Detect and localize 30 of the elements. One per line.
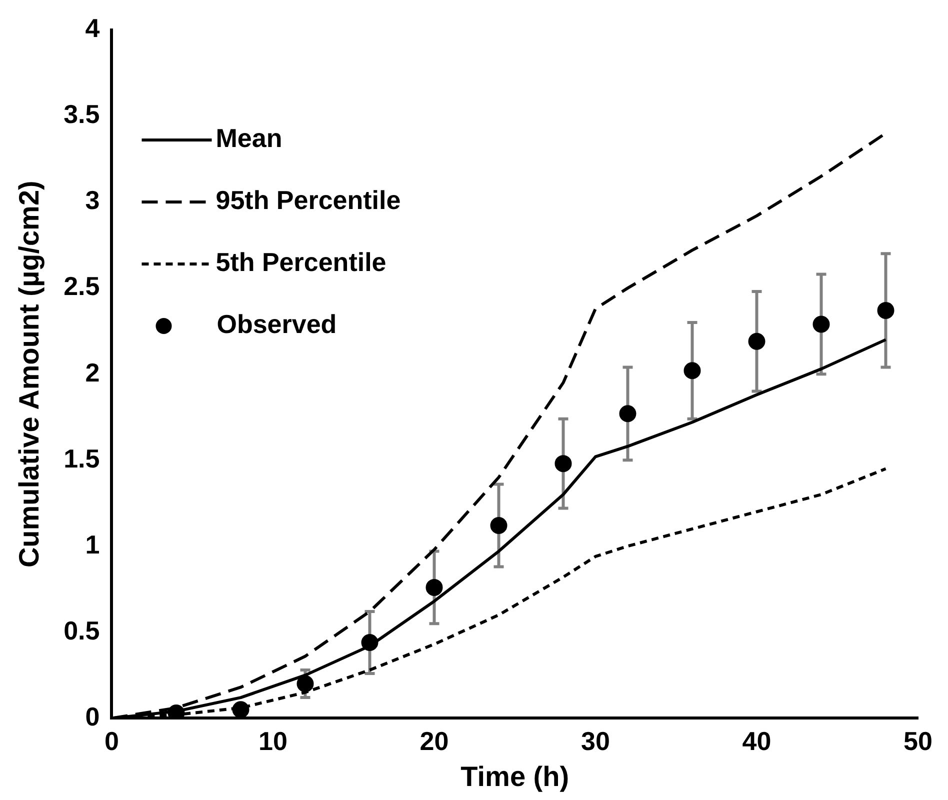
y-tick-label: 3.5 [64, 99, 100, 130]
x-tick-label: 50 [904, 726, 932, 756]
x-axis-title: Time (h) [460, 760, 570, 792]
x-tick-label: 10 [258, 726, 288, 756]
y-tick-label: 0.5 [64, 615, 100, 646]
legend-label: 95th Percentile [216, 185, 401, 216]
y-tick-label: 0 [85, 701, 100, 732]
point [554, 455, 572, 472]
y-tick-label: 2 [85, 357, 100, 388]
point [426, 578, 443, 596]
point [748, 332, 766, 350]
y-tick-label: 3 [85, 185, 100, 216]
legend-label: Mean [216, 123, 282, 154]
legend-label: 5th Percentile [216, 247, 386, 278]
point [490, 517, 508, 534]
y-tick-label: 2.5 [64, 271, 100, 302]
point [812, 316, 830, 333]
x-tick-label: 0 [104, 726, 119, 756]
y-axis-title: Cumulative Amount (µg/cm2) [14, 180, 45, 568]
point [877, 302, 894, 319]
y-tick-label: 1.5 [64, 443, 100, 474]
point [684, 362, 701, 380]
legend-label: Observed [216, 309, 337, 340]
y-tick-label: 1 [85, 529, 100, 560]
x-tick-label: 40 [742, 726, 772, 756]
x-tick-label: 20 [420, 726, 449, 756]
y-tick-label: 4 [85, 13, 100, 44]
point [296, 675, 314, 692]
point [619, 405, 636, 422]
x-tick-label: 30 [581, 726, 610, 756]
